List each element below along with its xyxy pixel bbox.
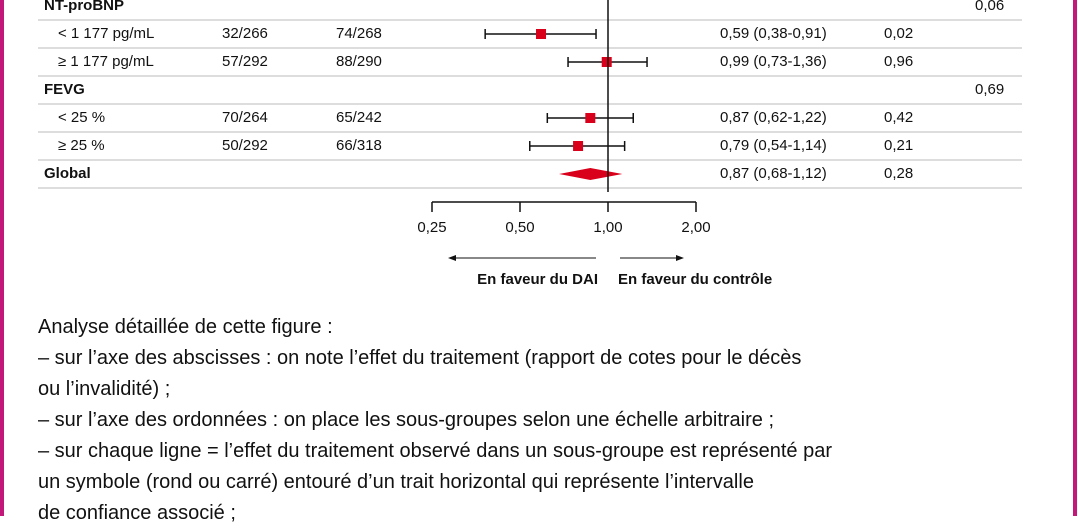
control-count: 74/268: [336, 25, 382, 42]
left-label: En faveur du DAI: [477, 271, 598, 288]
row-name: ≥ 25 %: [58, 137, 105, 154]
or-label: 0,79 (0,54-1,14): [720, 137, 827, 154]
dai-count: 57/292: [222, 53, 268, 70]
p-interaction: 0,69: [975, 81, 1004, 98]
caption-line: – sur l’axe des abscisses : on note l’ef…: [38, 347, 802, 369]
point-estimate: [601, 57, 612, 67]
point-estimate: [573, 141, 584, 151]
caption-line: – sur l’axe des ordonnées : on place les…: [38, 409, 774, 431]
dai-count: 70/264: [222, 109, 268, 126]
point-estimate: [536, 29, 547, 39]
dai-count: 32/266: [222, 25, 268, 42]
or-label: 0,99 (0,73-1,36): [720, 53, 827, 70]
right-label: En faveur du contrôle: [618, 271, 772, 288]
row-name: < 1 177 pg/mL: [58, 25, 154, 42]
diamond: [559, 168, 623, 180]
p-interaction: 0,06: [975, 0, 1004, 14]
control-count: 66/318: [336, 137, 382, 154]
row-name: Global: [44, 165, 91, 182]
p-value: 0,21: [884, 137, 913, 154]
row-name: NT-proBNP: [44, 0, 124, 14]
p-value: 0,02: [884, 25, 913, 42]
x-tick-label: 0,50: [505, 219, 534, 236]
control-count: 65/242: [336, 109, 382, 126]
arrow-head: [676, 255, 684, 261]
row-name: ≥ 1 177 pg/mL: [58, 53, 154, 70]
right-border: [1073, 0, 1077, 516]
p-value: 0,28: [884, 165, 913, 182]
row-name: < 25 %: [58, 109, 105, 126]
caption-line: de confiance associé ;: [38, 502, 236, 524]
or-label: 0,87 (0,68-1,12): [720, 165, 827, 182]
forest-plot: NT-proBNP 0,06 < 1 177 pg/mL 32/266 74/268 0,…: [38, 0, 1022, 288]
p-value: 0,96: [884, 53, 913, 70]
arrow-head: [448, 255, 456, 261]
caption-line: – sur chaque ligne = l’effet du traiteme…: [38, 440, 833, 462]
caption: Analyse détaillée de cette figure : – sur…: [38, 312, 1058, 529]
left-border: [0, 0, 4, 516]
or-label: 0,59 (0,38-0,91): [720, 25, 827, 42]
x-tick-label: 2,00: [681, 219, 710, 236]
or-label: 0,87 (0,62-1,22): [720, 109, 827, 126]
control-count: 88/290: [336, 53, 382, 70]
caption-line: Analyse détaillée de cette figure :: [38, 316, 333, 338]
row-name: FEVG: [44, 81, 85, 98]
x-tick-label: 1,00: [593, 219, 622, 236]
caption-line: un symbole (rond ou carré) entouré d’un …: [38, 471, 754, 493]
point-estimate: [585, 113, 596, 123]
dai-count: 50/292: [222, 137, 268, 154]
p-value: 0,42: [884, 109, 913, 126]
caption-line: ou l’invalidité) ;: [38, 378, 171, 400]
x-tick-label: 0,25: [417, 219, 446, 236]
